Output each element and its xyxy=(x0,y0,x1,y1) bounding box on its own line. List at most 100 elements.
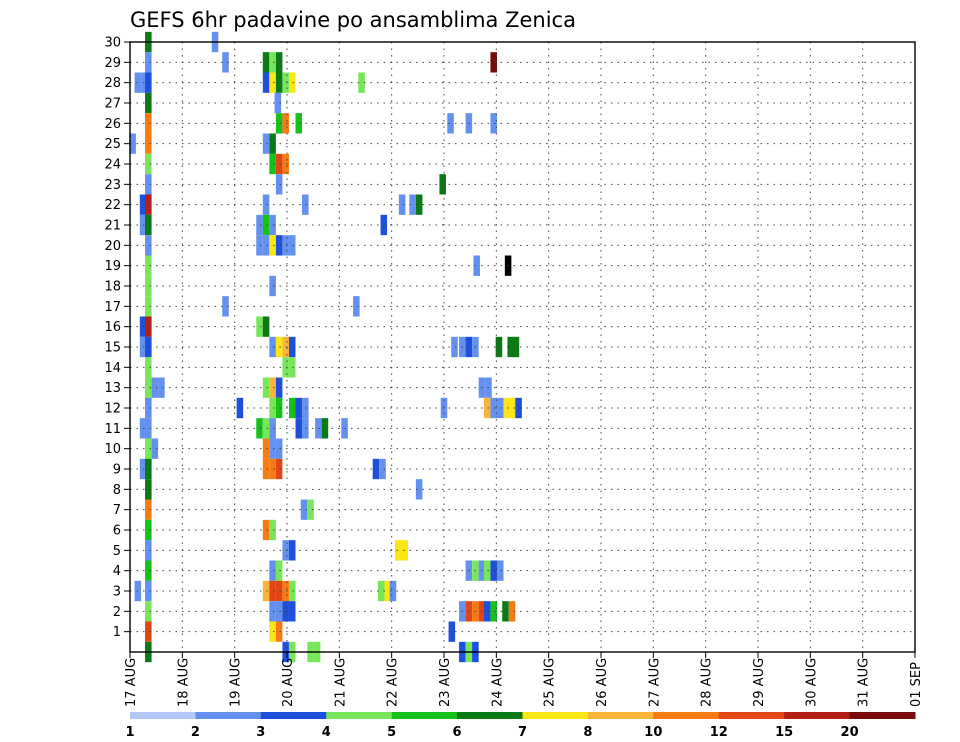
heatmap-cell xyxy=(269,458,276,480)
heatmap-cell xyxy=(282,72,289,93)
heatmap-cell xyxy=(256,235,263,256)
colorbar-level-label: 8 xyxy=(583,725,592,740)
heatmap-cell xyxy=(302,194,309,215)
y-tick-label: 14 xyxy=(104,361,121,376)
heatmap-cell xyxy=(275,113,283,134)
x-tick-label: 23 AUG xyxy=(438,658,453,707)
heatmap-cell xyxy=(275,377,283,398)
heatmap-cell xyxy=(145,540,152,561)
colorbar-level-label: 15 xyxy=(775,725,793,740)
heatmap-cell xyxy=(269,214,276,236)
y-tick-label: 20 xyxy=(104,239,121,254)
y-tick-label: 5 xyxy=(113,544,121,559)
heatmap-cell xyxy=(256,316,263,337)
heatmap-cell xyxy=(269,560,276,581)
y-tick-label: 2 xyxy=(113,605,121,620)
heatmap-cell xyxy=(269,275,276,297)
heatmap-cell xyxy=(145,255,152,276)
y-tick-label: 28 xyxy=(104,76,121,91)
x-tick-label: 22 AUG xyxy=(386,658,401,707)
y-tick-label: 8 xyxy=(113,483,121,498)
heatmap-cell xyxy=(262,133,270,154)
x-tick-label: 21 AUG xyxy=(333,658,348,707)
heatmap-cell xyxy=(473,255,480,276)
heatmap-cell xyxy=(288,336,296,358)
heatmap-cell xyxy=(145,174,152,195)
heatmap-cell xyxy=(295,397,303,419)
heatmap-cell xyxy=(269,601,276,622)
heatmap-cell xyxy=(145,153,152,175)
heatmap-cell xyxy=(145,275,152,297)
heatmap-cell xyxy=(275,601,283,622)
y-tick-label: 15 xyxy=(104,341,121,356)
y-tick-label: 27 xyxy=(104,97,121,112)
heatmap-cell xyxy=(282,580,289,602)
colorbar-level-label: 6 xyxy=(453,725,462,740)
heatmap-cell xyxy=(256,418,263,439)
heatmap-cell xyxy=(447,113,454,134)
colorbar-swatch xyxy=(130,712,196,719)
x-tick-label: 26 AUG xyxy=(595,658,610,707)
heatmap-cell xyxy=(262,316,270,337)
heatmap-cell xyxy=(515,397,522,419)
colorbar-level-label: 12 xyxy=(710,725,728,740)
y-tick-label: 7 xyxy=(113,503,121,518)
heatmap-cell xyxy=(483,601,491,622)
y-tick-label: 19 xyxy=(104,259,121,274)
heatmap-cell xyxy=(275,397,283,419)
x-tick-label: 20 AUG xyxy=(281,658,296,707)
heatmap-cell xyxy=(302,418,309,439)
colorbar-level-label: 3 xyxy=(256,725,265,740)
colorbar-level-label: 10 xyxy=(644,725,662,740)
heatmap-cell xyxy=(384,580,392,602)
y-tick-label: 11 xyxy=(104,422,121,437)
y-tick-label: 9 xyxy=(113,463,121,478)
x-tick-label: 01 SEP xyxy=(909,662,924,707)
heatmap-cell xyxy=(274,92,282,114)
heatmap-cell xyxy=(358,72,365,93)
heatmap-cell xyxy=(495,336,503,358)
heatmap-cell xyxy=(398,194,406,215)
heatmap-cell xyxy=(483,397,491,419)
heatmap-cell xyxy=(151,377,159,398)
colorbar-swatch xyxy=(522,712,589,719)
heatmap-cell xyxy=(288,540,296,561)
chart-title: GEFS 6hr padavine po ansamblima Zenica xyxy=(130,8,576,32)
heatmap-cell xyxy=(282,153,289,175)
heatmap-cell xyxy=(288,72,296,93)
heatmap-cell xyxy=(269,52,276,73)
colorbar-level-label: 20 xyxy=(841,725,859,740)
y-tick-label: 24 xyxy=(104,158,121,173)
x-tick-label: 25 AUG xyxy=(543,658,558,707)
heatmap-cell xyxy=(145,499,152,520)
x-tick-label: 29 AUG xyxy=(752,658,767,707)
heatmap-cell xyxy=(282,235,289,256)
x-tick-label: 27 AUG xyxy=(647,658,662,707)
heatmap-cell xyxy=(275,621,283,642)
heatmap-cell xyxy=(512,336,520,358)
heatmap-cell xyxy=(269,235,276,256)
x-tick-label: 24 AUG xyxy=(490,658,505,707)
heatmap-cell xyxy=(269,438,276,459)
colorbar-level-label: 1 xyxy=(125,725,134,740)
heatmap-cell xyxy=(222,52,229,73)
heatmap-cell xyxy=(275,72,283,93)
heatmap-cell xyxy=(269,519,276,541)
colorbar-swatch xyxy=(195,712,262,719)
heatmap-cell xyxy=(503,397,511,419)
heatmap-cell xyxy=(145,397,152,419)
heatmap-cell xyxy=(145,621,152,642)
heatmap-cell xyxy=(145,92,152,114)
heatmap-cell xyxy=(145,580,152,602)
x-tick-label: 17 AUG xyxy=(124,658,139,707)
heatmap-cell xyxy=(269,336,276,358)
heatmap-cell xyxy=(145,316,152,337)
heatmap-cell xyxy=(409,194,416,215)
colorbar-level-label: 2 xyxy=(191,725,200,740)
heatmap-cell xyxy=(275,336,283,358)
heatmap-cell xyxy=(490,52,497,73)
heatmap-cell xyxy=(440,397,448,419)
heatmap-cell xyxy=(256,214,263,236)
heatmap-cell xyxy=(275,438,283,459)
